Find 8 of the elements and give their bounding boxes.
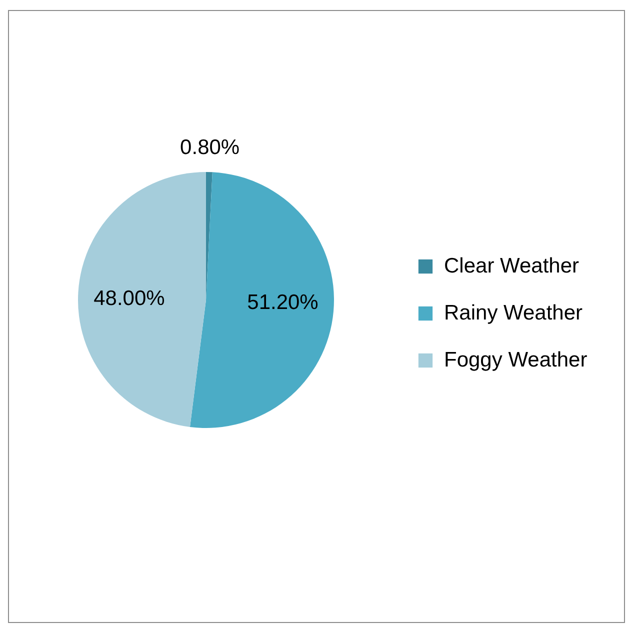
data-label: 0.80% [180, 136, 240, 160]
legend-label: Foggy Weather [444, 348, 588, 372]
data-label: 51.20% [247, 290, 318, 314]
pie-slice [78, 172, 206, 427]
legend-label: Clear Weather [444, 254, 580, 278]
data-label: 48.00% [94, 287, 165, 310]
pie-slice [190, 172, 334, 428]
legend-label: Rainy Weather [444, 302, 583, 324]
